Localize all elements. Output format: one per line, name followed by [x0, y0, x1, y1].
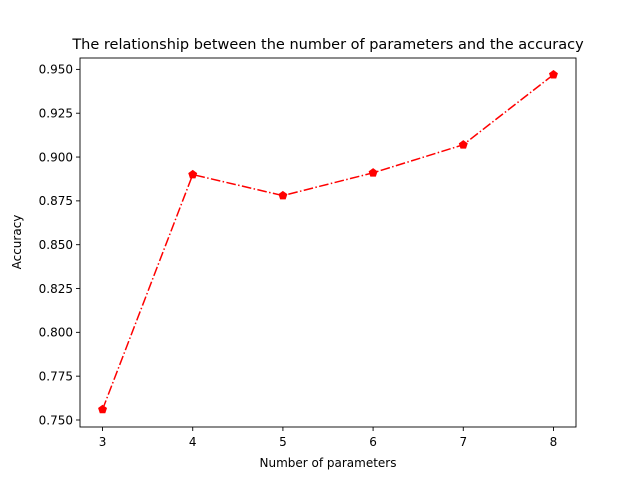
x-axis-title: Number of parameters	[259, 456, 396, 470]
x-tick-label: 5	[279, 435, 287, 449]
y-tick-label: 0.800	[39, 326, 73, 340]
data-point-marker	[188, 169, 198, 179]
data-point-marker	[548, 69, 558, 79]
x-tick-label: 4	[189, 435, 197, 449]
axes-frame	[79, 57, 577, 428]
y-tick-label: 0.850	[39, 238, 73, 252]
data-point-marker	[368, 168, 378, 177]
data-point-marker	[278, 190, 288, 200]
x-tick-label: 3	[99, 435, 107, 449]
x-axis: 3 4 5 6 7 8	[99, 427, 558, 449]
y-tick-label: 0.925	[39, 107, 73, 121]
data-point-marker	[458, 140, 468, 149]
y-tick-label: 0.900	[39, 150, 73, 164]
plot-area	[98, 69, 558, 414]
series-line	[101, 74, 554, 410]
y-tick-label: 0.775	[39, 369, 73, 383]
chart-title: The relationship between the number of p…	[71, 37, 584, 53]
y-axis: 0.750 0.775 0.800 0.825 0.850 0.875 0.900 0.925…	[39, 63, 80, 427]
y-tick-label: 0.750	[39, 413, 73, 427]
y-axis-title: Accuracy	[10, 215, 24, 270]
y-tick-label: 0.875	[39, 194, 73, 208]
y-tick-label: 0.950	[39, 63, 73, 77]
y-tick-label: 0.825	[39, 282, 73, 296]
data-point-marker	[98, 404, 108, 414]
x-tick-label: 7	[459, 435, 467, 449]
x-tick-label: 8	[550, 435, 558, 449]
x-tick-label: 6	[369, 435, 377, 449]
